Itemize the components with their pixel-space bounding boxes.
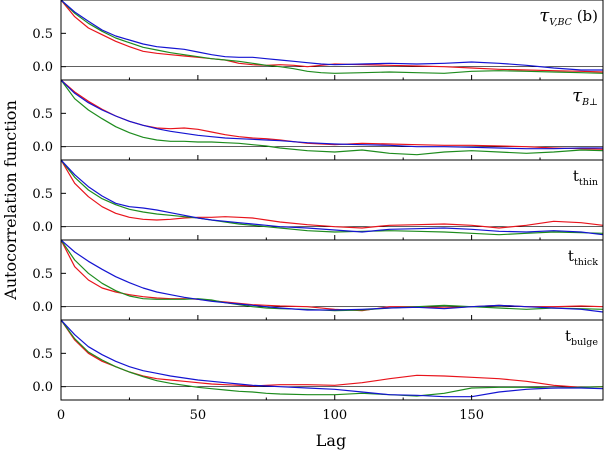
series-line-blue [61, 320, 603, 398]
x-axis-label: Lag [316, 431, 346, 450]
y-tick-label: 0.0 [32, 220, 53, 235]
series-line-blue [61, 240, 603, 313]
panel-label: tbulge [565, 327, 598, 348]
series-line-blue [61, 0, 603, 71]
panel-5: 0.5 0.0 tbulge [32, 319, 604, 401]
y-tick-label: 0.5 [32, 267, 53, 282]
x-tick-label: 150 [459, 408, 484, 423]
series-line-green [61, 240, 603, 312]
panels-layer: 0.50.0τV,BC (b)0.50.0τB⊥0.50.0tthin0.50.… [32, 0, 604, 401]
series-line-green [61, 160, 603, 236]
panel-frame [60, 319, 604, 401]
panel-label: τV,BC (b) [539, 5, 598, 28]
x-axis: 0 50 100 150 [57, 408, 484, 423]
series-line-red [61, 240, 603, 312]
panel-1: 0.5 0.0 τV,BC (b) [32, 0, 604, 81]
panel-2: 0.5 0.0 τB⊥ [32, 79, 604, 161]
series-line-blue [61, 160, 603, 236]
series-line-red [61, 320, 603, 388]
panel-label: tthin [573, 167, 598, 188]
panel-frame [60, 159, 604, 241]
series-line-green [61, 0, 603, 74]
y-tick-label: 0.5 [32, 27, 53, 42]
series-group [61, 0, 603, 74]
y-tick-label: 0.0 [32, 380, 53, 395]
series-group [61, 240, 603, 313]
y-tick-label: 0.5 [32, 187, 53, 202]
panel-label: τB⊥ [572, 85, 598, 108]
x-tick-label: 0 [57, 408, 65, 423]
y-tick-label: 0.0 [32, 60, 53, 75]
series-group [61, 160, 603, 236]
y-tick-label: 0.0 [32, 300, 53, 315]
y-tick-label: 0.5 [32, 107, 53, 122]
panel-4: 0.5 0.0 tthick [32, 239, 604, 321]
y-tick-label: 0.5 [32, 347, 53, 362]
panel-label: tthick [568, 247, 598, 268]
series-group [61, 320, 603, 398]
series-line-blue [61, 80, 603, 150]
series-line-red [61, 0, 603, 73]
x-tick-label: 100 [322, 408, 347, 423]
panel-frame [60, 239, 604, 321]
series-line-green [61, 320, 603, 397]
x-tick-label: 50 [190, 408, 207, 423]
series-group [61, 80, 603, 156]
panel-3: 0.5 0.0 tthin [32, 159, 604, 241]
panel-frame [60, 0, 604, 81]
series-line-green [61, 80, 603, 156]
y-axis-label: Autocorrelation function [1, 100, 20, 300]
y-tick-label: 0.0 [32, 140, 53, 155]
series-line-red [61, 160, 603, 229]
series-line-red [61, 80, 603, 150]
